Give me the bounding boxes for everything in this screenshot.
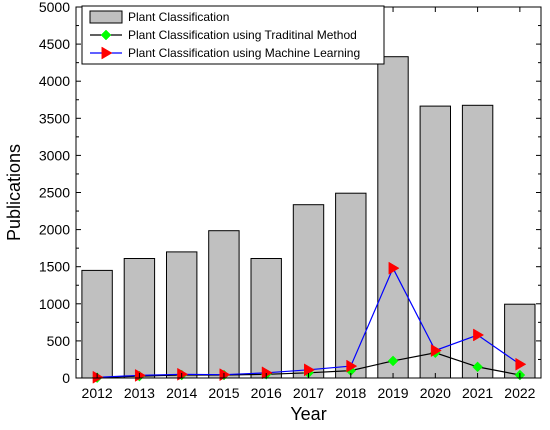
x-tick-label-2013: 2013 bbox=[124, 385, 155, 401]
x-tick-label-2015: 2015 bbox=[208, 385, 239, 401]
bar-2019 bbox=[377, 56, 409, 379]
x-tick-label-2016: 2016 bbox=[251, 385, 282, 401]
x-tick-label-2019: 2019 bbox=[377, 385, 408, 401]
x-tick-label-2020: 2020 bbox=[420, 385, 451, 401]
legend-box bbox=[81, 5, 385, 65]
y-tick-label: 2000 bbox=[39, 222, 70, 238]
y-tick-label: 5000 bbox=[39, 0, 70, 15]
bar-2015 bbox=[208, 230, 240, 379]
x-axis: 2012 2013 2014 2015 2016 2017 2018 2019 2020 2021… bbox=[82, 7, 536, 401]
legend-label-0: Plant Classification bbox=[128, 10, 229, 24]
bar-2012 bbox=[81, 269, 113, 379]
legend-label-2: Plant Classification using Machine Learn… bbox=[128, 46, 360, 60]
series-1-point-2021 bbox=[472, 361, 483, 373]
legend-swatch-marker-1 bbox=[100, 29, 112, 41]
y-tick-label: 3000 bbox=[39, 147, 70, 163]
bar-2016 bbox=[250, 258, 282, 379]
x-tick-label-2022: 2022 bbox=[504, 385, 535, 401]
series-2-point-2012 bbox=[92, 370, 104, 384]
series-1-point-2019 bbox=[387, 355, 399, 367]
y-tick-label: 4500 bbox=[39, 36, 70, 52]
bar-2020 bbox=[419, 105, 452, 379]
series-2-point-2019 bbox=[388, 261, 400, 275]
y-tick-label: 500 bbox=[47, 333, 71, 349]
y-tick-label: 0 bbox=[62, 370, 70, 386]
x-tick-label-2017: 2017 bbox=[293, 385, 324, 401]
legend-swatch-bar bbox=[89, 10, 123, 24]
x-tick-label-2021: 2021 bbox=[462, 385, 493, 401]
legend-label-1: Plant Classification using Traditinal Me… bbox=[128, 28, 357, 42]
series-2-point-2014 bbox=[177, 367, 189, 381]
bar-2018 bbox=[335, 192, 367, 379]
bar-series bbox=[81, 56, 536, 379]
x-tick-label-2018: 2018 bbox=[335, 385, 366, 401]
bar-2017 bbox=[292, 204, 325, 379]
y-tick-label: 4000 bbox=[39, 73, 70, 89]
series-2-point-2016 bbox=[261, 366, 273, 380]
x-tick-label-2014: 2014 bbox=[166, 385, 197, 401]
bar-2014 bbox=[166, 251, 198, 379]
x-axis-title: Year bbox=[290, 404, 326, 424]
legend: Plant Classification Plant Classification… bbox=[81, 5, 385, 65]
y-tick-label: 1000 bbox=[39, 296, 70, 312]
series-2-point-2018 bbox=[346, 359, 358, 373]
x-tick-label-2012: 2012 bbox=[82, 385, 113, 401]
series-2-point-2017 bbox=[304, 363, 315, 377]
series-2-point-2021 bbox=[473, 328, 485, 342]
y-axis: 0 500 1000 1500 2000 2500 3000 3500 4000 4500 5000 bbox=[39, 0, 541, 386]
y-axis-title: Publications bbox=[4, 144, 24, 241]
y-tick-label: 3500 bbox=[39, 110, 70, 126]
y-tick-label: 1500 bbox=[39, 259, 70, 275]
series-2-point-2020 bbox=[430, 344, 442, 357]
legend-swatch-marker-2 bbox=[101, 46, 113, 60]
y-tick-label: 2500 bbox=[39, 185, 70, 201]
bar-2013 bbox=[123, 258, 156, 379]
series-2-point-2022 bbox=[515, 357, 527, 371]
